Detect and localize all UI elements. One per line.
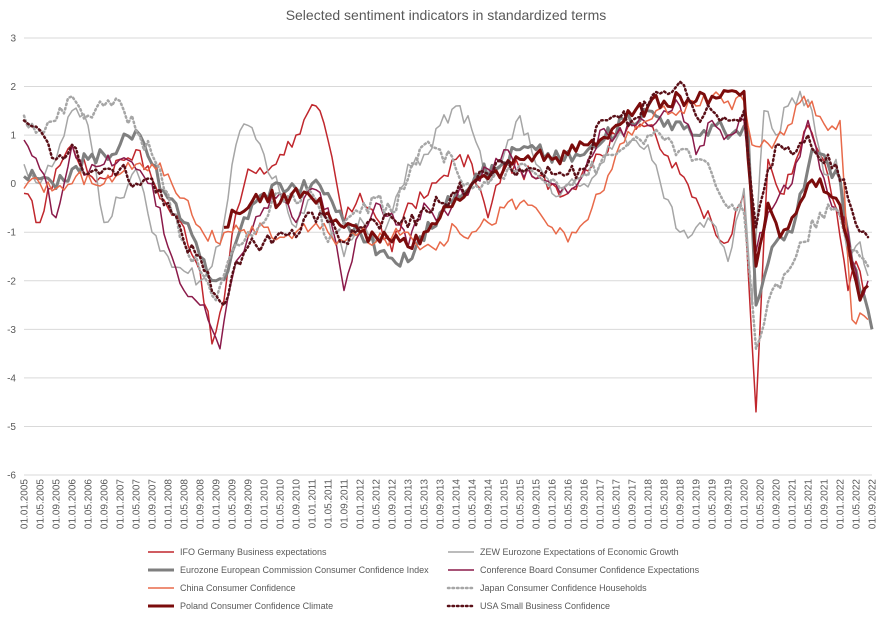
x-tick-label: 01.01.2020 (740, 479, 751, 529)
x-tick-label: 01.05.2005 (36, 479, 47, 529)
y-tick-label: 1 (10, 131, 16, 142)
series-line (23, 103, 869, 413)
y-tick-label: -2 (7, 276, 16, 287)
legend-label: China Consumer Confidence (180, 583, 296, 593)
x-tick-label: 01.01.2022 (836, 479, 847, 529)
x-tick-label: 01.09.2019 (724, 479, 735, 529)
x-tick-label: 01.09.2010 (292, 479, 303, 529)
x-tick-label: 01.01.2021 (788, 479, 799, 529)
y-tick-label: 0 (10, 179, 16, 190)
x-tick-label: 01.05.2012 (372, 479, 383, 529)
y-tick-label: 3 (10, 34, 16, 45)
legend-label: USA Small Business Confidence (480, 601, 610, 611)
x-tick-label: 01.05.2020 (756, 479, 767, 529)
x-tick-label: 01.09.2017 (628, 479, 639, 529)
x-tick-label: 01.05.2007 (132, 479, 143, 529)
y-axis-ticks: 3 2 1 0 -1 -2 -3 -4 -5 -6 (7, 34, 16, 482)
series-line (23, 90, 869, 306)
x-tick-label: 01.09.2007 (148, 479, 159, 529)
x-tick-label: 01.01.2011 (308, 479, 319, 529)
x-tick-label: 01.05.2019 (708, 479, 719, 529)
x-tick-label: 01.05.2014 (468, 479, 479, 529)
x-tick-label: 01.01.2019 (692, 479, 703, 529)
gridlines (24, 37, 872, 476)
x-tick-label: 01.01.2012 (356, 479, 367, 529)
x-tick-label: 01.01.2013 (404, 479, 415, 529)
x-tick-label: 01.05.2006 (84, 479, 95, 529)
y-tick-label: -4 (7, 373, 16, 384)
x-tick-label: 01.09.2016 (580, 479, 591, 529)
y-tick-label: -1 (7, 228, 16, 239)
x-tick-label: 01.05.2015 (516, 479, 527, 529)
x-tick-label: 01.09.2018 (676, 479, 687, 529)
legend-label: IFO Germany Business expectations (180, 547, 327, 557)
legend-label: Eurozone European Commission Consumer Co… (180, 565, 429, 575)
series-line (22, 95, 870, 351)
x-tick-label: 01.01.2015 (500, 479, 511, 529)
x-tick-label: 01.09.2022 (868, 479, 879, 529)
x-tick-label: 01.05.2011 (324, 479, 335, 529)
legend-label: Japan Consumer Confidence Households (480, 583, 647, 593)
legend-label: Conference Board Consumer Confidence Exp… (480, 565, 700, 575)
x-tick-label: 01.09.2012 (388, 479, 399, 529)
y-tick-label: -3 (7, 325, 16, 336)
x-tick-label: 01.01.2016 (548, 479, 559, 529)
x-axis-ticks: 01.01.2005 01.05.2005 01.09.2005 01.01.2006… (20, 479, 879, 529)
x-tick-label: 01.05.2010 (276, 479, 287, 529)
x-tick-label: 01.05.2017 (612, 479, 623, 529)
x-tick-label: 01.05.2013 (420, 479, 431, 529)
x-tick-label: 01.09.2005 (52, 479, 63, 529)
chart-title: Selected sentiment indicators in standar… (286, 7, 607, 23)
x-tick-label: 01.09.2013 (436, 479, 447, 529)
legend-label: ZEW Eurozone Expectations of Economic Gr… (480, 547, 679, 557)
y-tick-label: -6 (7, 471, 16, 482)
plot-area (22, 80, 874, 413)
x-tick-label: 01.01.2014 (452, 479, 463, 529)
x-tick-label: 01.09.2009 (244, 479, 255, 529)
x-tick-label: 01.05.2016 (564, 479, 575, 529)
x-tick-label: 01.09.2015 (532, 479, 543, 529)
x-tick-label: 01.05.2022 (852, 479, 863, 529)
y-tick-label: 2 (10, 82, 16, 93)
legend-label: Poland Consumer Confidence Climate (180, 601, 333, 611)
x-tick-label: 01.01.2006 (68, 479, 79, 529)
x-tick-label: 01.09.2008 (196, 479, 207, 529)
x-tick-label: 01.01.2018 (644, 479, 655, 529)
x-tick-label: 01.09.2020 (772, 479, 783, 529)
series-line (23, 99, 869, 350)
y-tick-label: -5 (7, 422, 16, 433)
x-tick-label: 01.01.2005 (20, 479, 31, 529)
x-tick-label: 01.09.2006 (100, 479, 111, 529)
x-tick-label: 01.01.2010 (260, 479, 271, 529)
x-tick-label: 01.01.2008 (164, 479, 175, 529)
x-tick-label: 01.05.2009 (228, 479, 239, 529)
x-tick-label: 01.09.2011 (340, 479, 351, 529)
x-tick-label: 01.01.2009 (212, 479, 223, 529)
x-tick-label: 01.05.2008 (180, 479, 191, 529)
x-tick-label: 01.01.2017 (596, 479, 607, 529)
x-tick-label: 01.09.2021 (820, 479, 831, 529)
x-tick-label: 01.01.2007 (116, 479, 127, 529)
x-tick-label: 01.09.2014 (484, 479, 495, 529)
series-line (23, 91, 869, 325)
x-tick-label: 01.05.2021 (804, 479, 815, 529)
series-line (22, 80, 870, 307)
x-tick-label: 01.05.2018 (660, 479, 671, 529)
legend: IFO Germany Business expectations ZEW Eur… (148, 547, 700, 611)
